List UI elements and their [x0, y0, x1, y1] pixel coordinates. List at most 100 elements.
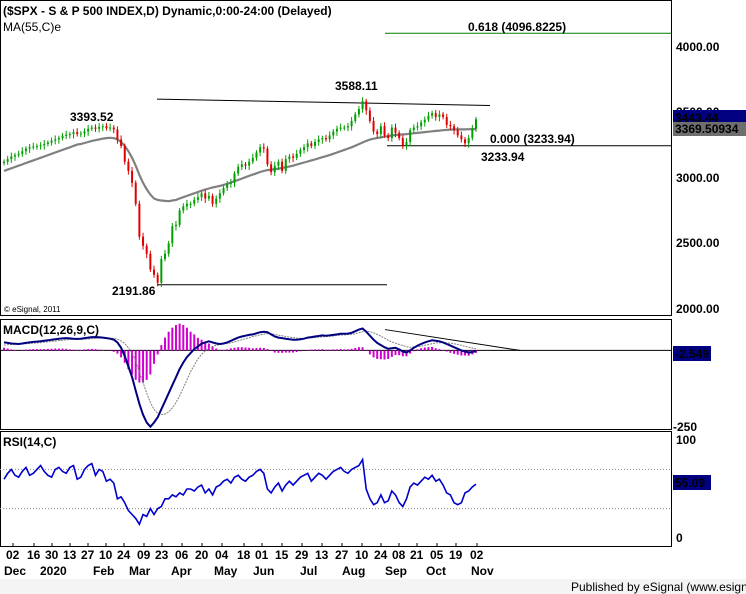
x-month-label: Mar	[129, 564, 151, 578]
candle-body	[328, 135, 331, 140]
x-month-label: Nov	[471, 564, 494, 578]
macd-line	[3, 327, 477, 429]
candle-body	[339, 127, 342, 129]
candle-body	[405, 141, 408, 146]
candle-body	[57, 138, 60, 140]
x-day-label: 24	[374, 548, 388, 562]
candle-body	[314, 141, 317, 146]
price-panel	[0, 0, 672, 316]
resistance-trendline	[156, 98, 491, 106]
candle-body	[200, 193, 203, 198]
x-day-label: 10	[355, 548, 369, 562]
candle-body	[445, 117, 448, 125]
candle-body	[460, 135, 463, 140]
candle-body	[116, 129, 119, 140]
x-day-label: 30	[45, 548, 59, 562]
x-day-label: 20	[195, 548, 209, 562]
candle-body	[218, 193, 221, 199]
candle-body	[3, 161, 5, 164]
candle-body	[134, 182, 137, 204]
candle-body	[189, 203, 192, 205]
x-day-label: 23	[155, 548, 169, 562]
candle-body	[46, 142, 49, 144]
x-day-label: 01	[255, 548, 269, 562]
candle-body	[365, 101, 368, 111]
candle-body	[90, 127, 93, 129]
candle-body	[215, 198, 218, 204]
candle-body	[79, 133, 82, 135]
candle-body	[401, 138, 404, 146]
candle-body	[431, 113, 434, 116]
candle-body	[207, 195, 210, 199]
candle-body	[354, 114, 357, 121]
copyright-label: © eSignal, 2011	[4, 305, 61, 314]
candle-body	[412, 127, 415, 131]
candle-body	[434, 113, 437, 118]
candle-body	[174, 224, 177, 227]
candle-body	[277, 161, 280, 166]
footer-credit: Published by eSignal (www.esignal.com)	[571, 580, 746, 594]
candle-body	[475, 119, 477, 129]
candle-body	[35, 145, 38, 147]
candle-body	[233, 173, 236, 183]
x-day-label: 08	[392, 548, 406, 562]
candle-body	[21, 151, 24, 154]
candle-body	[229, 182, 232, 185]
x-day-label: 16	[27, 548, 41, 562]
price-tick: 3000.00	[676, 171, 720, 185]
candle-body	[292, 156, 295, 158]
rsi-current-box	[673, 475, 711, 490]
candle-body	[98, 126, 101, 129]
candle-body	[398, 132, 401, 139]
rsi-tick: 100	[676, 433, 696, 447]
candle-body	[251, 157, 254, 162]
x-month-label: May	[214, 564, 238, 578]
candle-body	[178, 210, 181, 225]
candle-body	[127, 161, 130, 171]
macd-trendline	[384, 329, 521, 351]
candle-body	[163, 253, 166, 260]
candle-body	[54, 139, 57, 141]
candle-body	[303, 147, 306, 150]
rsi-tick: 0	[676, 531, 683, 545]
candle-body	[32, 146, 35, 148]
candle-body	[248, 161, 251, 166]
candle-body	[317, 139, 320, 142]
candle-body	[299, 149, 302, 154]
x-day-label: 21	[410, 548, 424, 562]
candle-body	[160, 259, 163, 283]
annotation-3393: 3393.52	[70, 110, 114, 124]
candle-body	[409, 130, 412, 142]
candle-body	[149, 253, 152, 270]
annotation-3233: 3233.94	[481, 150, 525, 164]
x-month-label: Dec	[4, 564, 26, 578]
candle-body	[266, 148, 269, 165]
candle-body	[357, 109, 360, 115]
candle-body	[112, 127, 115, 130]
candle-body	[145, 245, 148, 254]
x-day-label: 27	[335, 548, 349, 562]
x-month-label: Jun	[253, 564, 274, 578]
candle-body	[237, 166, 240, 174]
candle-body	[142, 236, 145, 246]
candle-body	[383, 126, 386, 136]
candle-body	[335, 128, 338, 132]
candle-body	[343, 127, 346, 129]
candle-body	[138, 203, 141, 237]
candle-body	[270, 164, 273, 173]
candle-body	[193, 199, 196, 204]
macd-current-value: -2.549	[675, 347, 709, 361]
candle-body	[87, 128, 90, 132]
candle-body	[50, 140, 53, 143]
x-day-label: 04	[215, 548, 229, 562]
x-day-label: 13	[63, 548, 77, 562]
candle-body	[420, 122, 423, 127]
x-day-label: 09	[137, 548, 151, 562]
candle-body	[368, 110, 371, 121]
candle-body	[324, 138, 327, 140]
candle-body	[68, 134, 71, 136]
x-day-label: 13	[315, 548, 329, 562]
candle-body	[167, 243, 170, 254]
x-month-label: Sep	[385, 564, 407, 578]
candle-body	[61, 136, 64, 139]
